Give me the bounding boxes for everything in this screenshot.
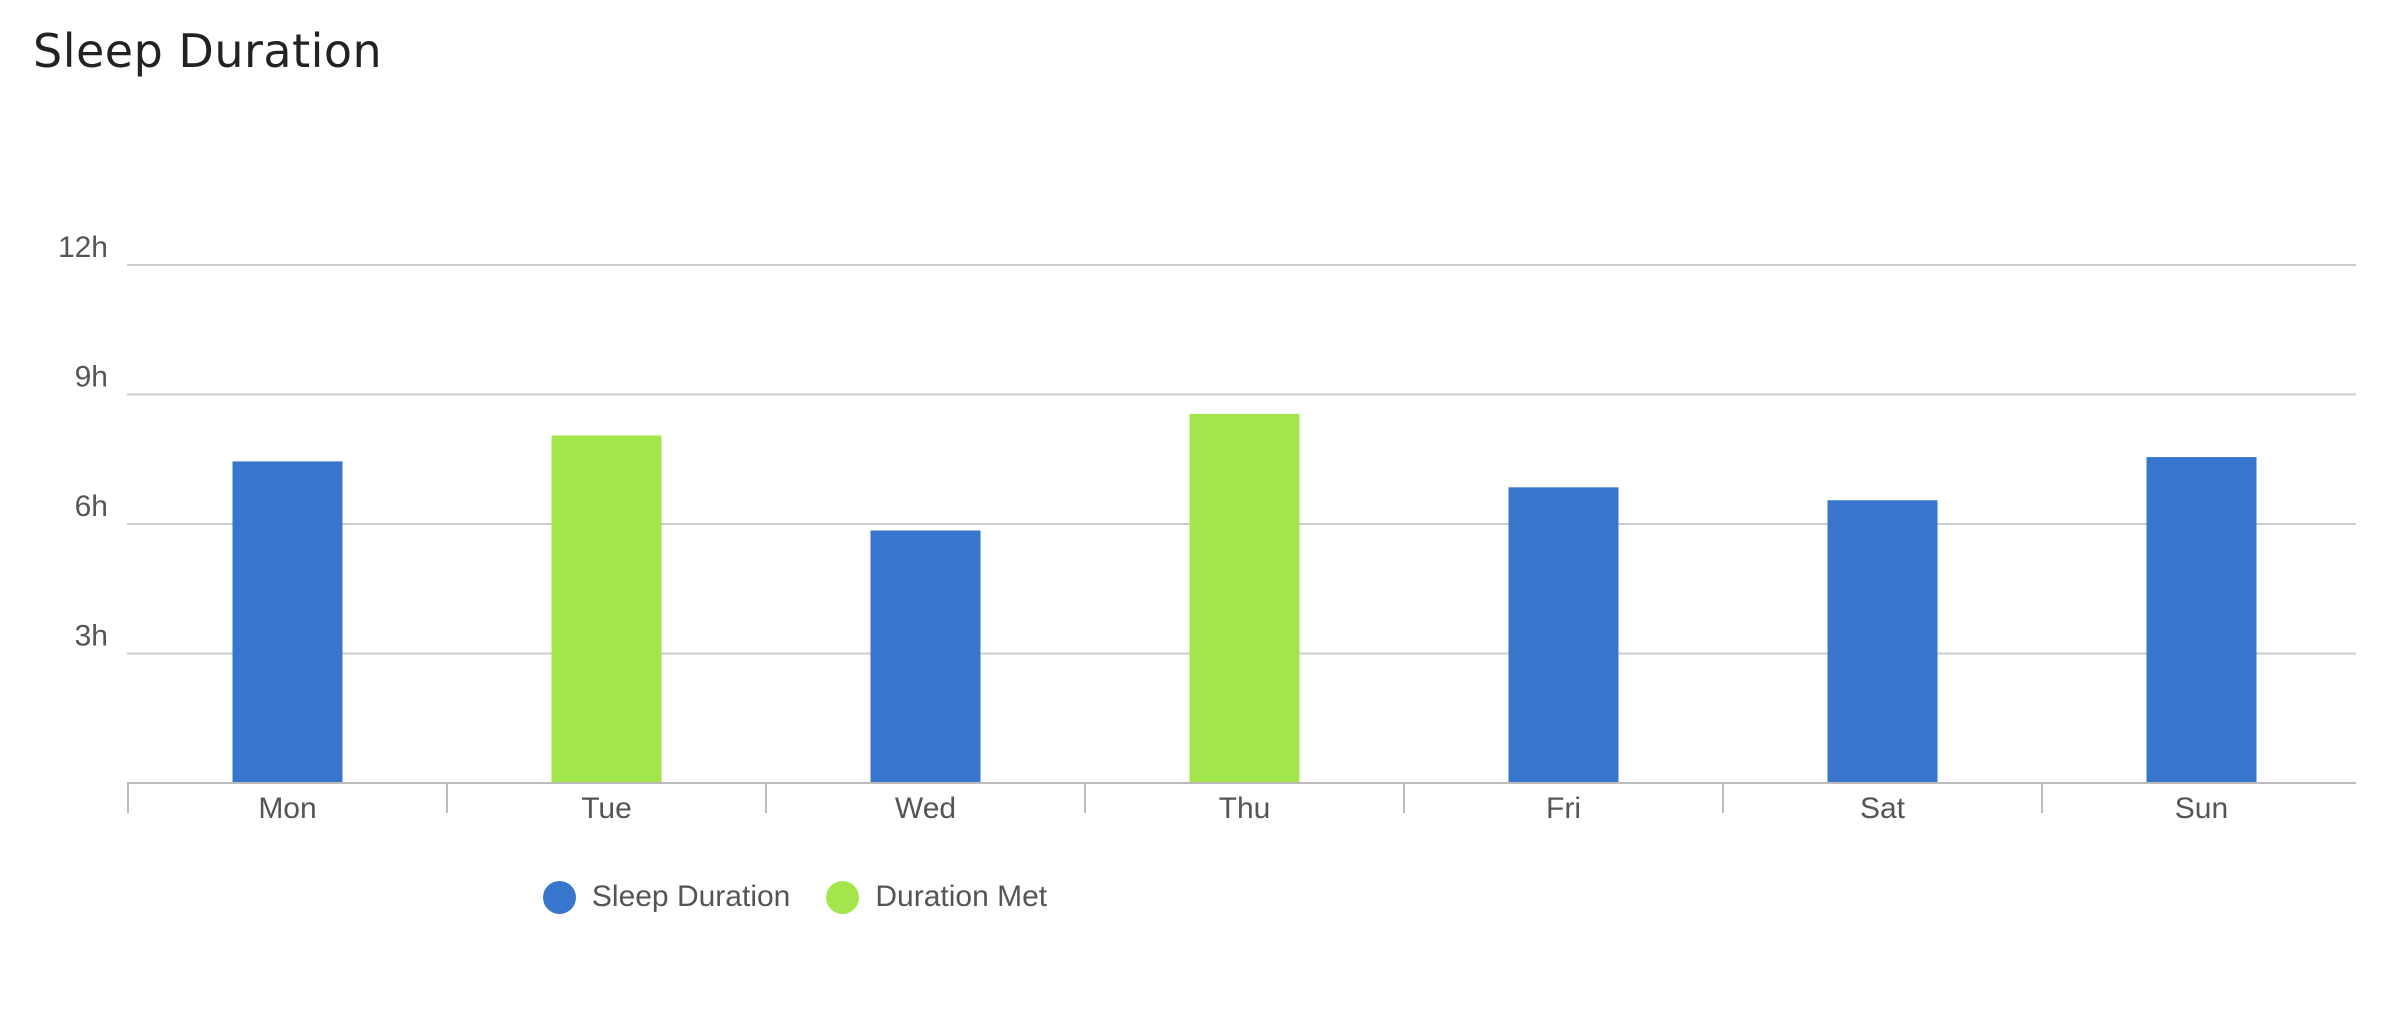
x-tick-label-sat: Sat [1860,792,1906,825]
x-tick-label-wed: Wed [895,792,956,825]
y-tick-label-9h: 9h [75,361,108,394]
x-tick-label-tue: Tue [581,792,632,825]
x-axis: Mon Tue Wed Thu Fri Sat Sun [127,782,2356,825]
bar-sun[interactable] [2146,457,2257,783]
bar-mon[interactable] [232,461,343,783]
legend-item-sleep-duration[interactable]: Sleep Duration [542,880,791,914]
bar-tue[interactable] [551,435,662,783]
bar-thu[interactable] [1189,413,1300,783]
y-tick-label-3h: 3h [75,620,108,653]
legend-marker-sleep-duration [542,880,576,914]
legend: Sleep Duration Duration Met [0,880,1590,914]
bar-sat[interactable] [1827,500,1938,783]
x-tick-label-thu: Thu [1219,792,1271,825]
x-tick-label-fri: Fri [1546,792,1581,825]
bar-fri[interactable] [1508,487,1619,783]
bar-wed[interactable] [870,530,981,783]
legend-label-duration-met: Duration Met [875,880,1048,913]
chart-title: Sleep Duration [33,24,383,78]
bars [232,413,2257,783]
y-tick-label-6h: 6h [75,490,108,523]
x-tick-label-sun: Sun [2175,792,2228,825]
x-tick-label-mon: Mon [258,792,316,825]
legend-label-sleep-duration: Sleep Duration [591,880,791,913]
y-tick-label-12h: 12h [58,231,108,264]
legend-item-duration-met[interactable]: Duration Met [826,880,1047,914]
y-axis-ticks: 3h 6h 9h 12h [58,231,108,653]
legend-marker-duration-met [826,880,860,914]
